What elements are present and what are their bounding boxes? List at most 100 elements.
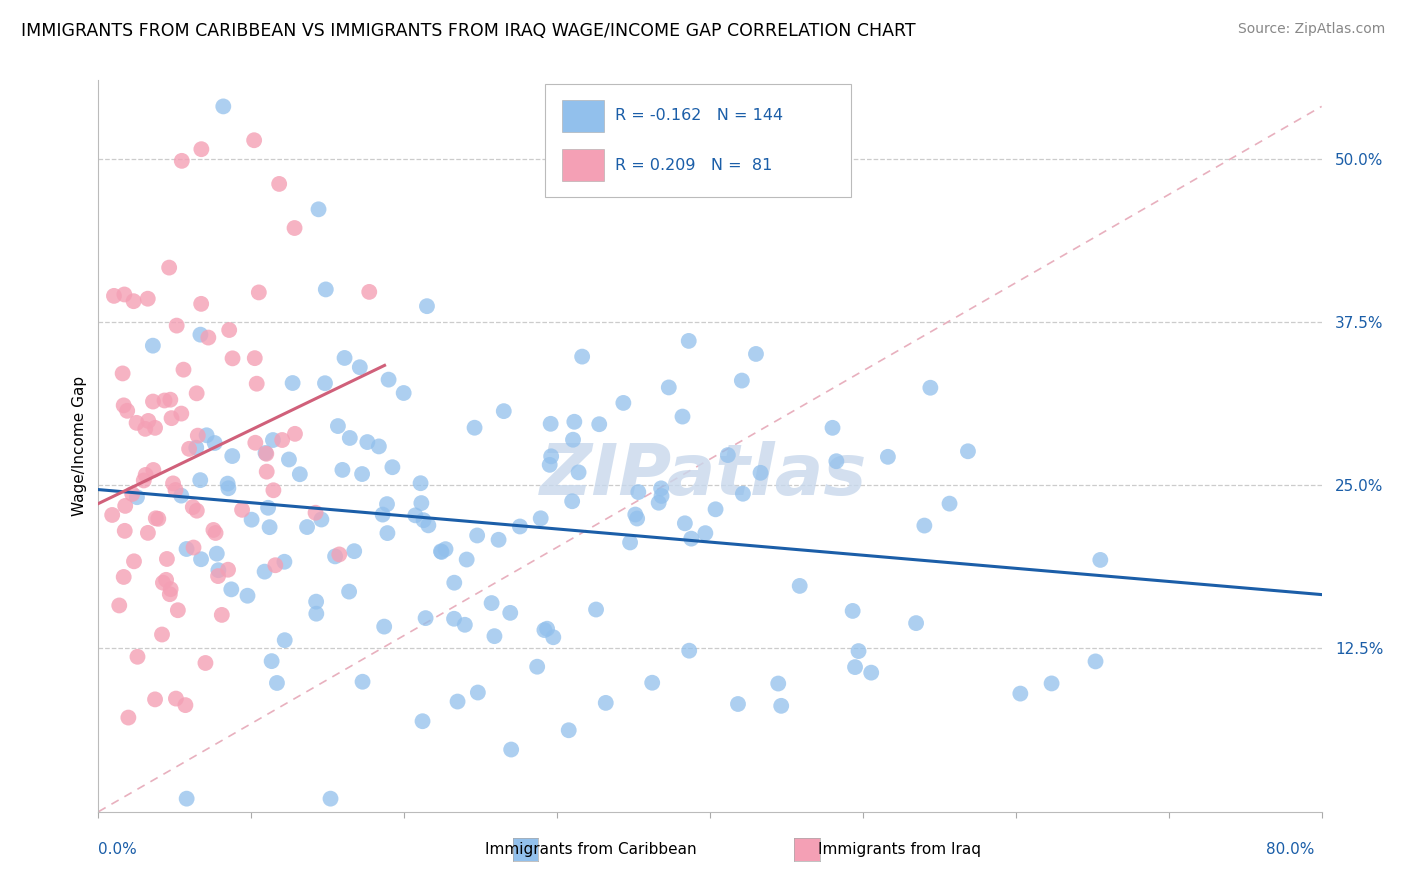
Point — [467, 685, 489, 699]
Point — [195, 428, 218, 442]
Point — [821, 421, 844, 435]
Point — [170, 407, 193, 421]
Point — [153, 393, 176, 408]
Point — [221, 582, 243, 597]
Text: 0.0%: 0.0% — [98, 842, 138, 856]
Point — [704, 502, 727, 516]
Point — [135, 467, 157, 482]
Text: 80.0%: 80.0% — [1267, 842, 1315, 856]
Point — [333, 351, 356, 365]
Point — [326, 419, 349, 434]
Point — [142, 463, 165, 477]
Point — [245, 435, 267, 450]
Point — [538, 458, 561, 472]
Point — [305, 607, 328, 621]
Point — [143, 421, 166, 435]
Point — [905, 616, 928, 631]
Point — [745, 347, 768, 361]
Point — [1040, 676, 1063, 690]
Point — [595, 696, 617, 710]
Point — [231, 503, 253, 517]
Point — [430, 544, 453, 558]
Point — [132, 474, 155, 488]
Point — [938, 497, 960, 511]
Point — [211, 607, 233, 622]
Point — [671, 409, 693, 424]
Point — [217, 481, 239, 495]
Point — [332, 463, 354, 477]
Point — [103, 289, 125, 303]
Point — [174, 698, 197, 712]
Point — [641, 675, 664, 690]
Point — [328, 548, 350, 562]
Point — [412, 714, 434, 729]
Point — [304, 506, 326, 520]
Point — [111, 367, 134, 381]
Point — [117, 710, 139, 724]
Point — [465, 528, 488, 542]
Point — [337, 584, 360, 599]
Point — [434, 542, 457, 557]
Point — [488, 533, 510, 547]
Text: Source: ZipAtlas.com: Source: ZipAtlas.com — [1237, 22, 1385, 37]
Point — [359, 285, 381, 299]
Point — [240, 513, 263, 527]
Point — [256, 465, 278, 479]
Point — [585, 602, 607, 616]
Point — [678, 334, 700, 348]
Point — [1090, 553, 1112, 567]
Point — [731, 374, 754, 388]
Point — [254, 447, 277, 461]
Point — [236, 589, 259, 603]
Point — [207, 569, 229, 583]
Point — [1084, 654, 1107, 668]
Point — [283, 221, 305, 235]
Point — [356, 435, 378, 450]
Point — [443, 575, 465, 590]
Text: Immigrants from Iraq: Immigrants from Iraq — [818, 842, 981, 856]
Point — [156, 552, 179, 566]
Point — [562, 415, 585, 429]
Point — [247, 285, 270, 300]
Point — [825, 454, 848, 468]
Point — [311, 512, 333, 526]
Point — [273, 633, 295, 648]
Point — [443, 612, 465, 626]
Point — [540, 417, 562, 431]
Point — [612, 396, 634, 410]
Point — [197, 330, 219, 344]
Point — [145, 511, 167, 525]
Point — [142, 339, 165, 353]
Point — [492, 404, 515, 418]
Point — [121, 487, 143, 501]
Point — [143, 692, 166, 706]
Point — [695, 526, 717, 541]
Point — [377, 373, 399, 387]
Point — [381, 460, 404, 475]
Point — [257, 500, 280, 515]
Point — [262, 483, 284, 498]
Point — [159, 582, 181, 596]
Text: Immigrants from Caribbean: Immigrants from Caribbean — [485, 842, 696, 856]
Point — [167, 603, 190, 617]
Point — [352, 467, 374, 481]
Point — [727, 697, 749, 711]
Point — [142, 394, 165, 409]
Point — [190, 142, 212, 156]
Point — [115, 404, 138, 418]
Text: R = -0.162   N = 144: R = -0.162 N = 144 — [614, 108, 783, 123]
Point — [484, 629, 506, 643]
Point — [650, 481, 672, 495]
Point — [176, 791, 198, 805]
Point — [305, 595, 328, 609]
Point — [155, 573, 177, 587]
Point — [543, 630, 565, 644]
Text: IMMIGRANTS FROM CARIBBEAN VS IMMIGRANTS FROM IRAQ WAGE/INCOME GAP CORRELATION CH: IMMIGRANTS FROM CARIBBEAN VS IMMIGRANTS … — [21, 22, 915, 40]
Point — [188, 473, 211, 487]
Point — [844, 660, 866, 674]
Point — [860, 665, 883, 680]
Point — [278, 452, 301, 467]
Point — [319, 791, 342, 805]
Point — [526, 659, 548, 673]
Text: ZIPatlas: ZIPatlas — [540, 441, 868, 509]
